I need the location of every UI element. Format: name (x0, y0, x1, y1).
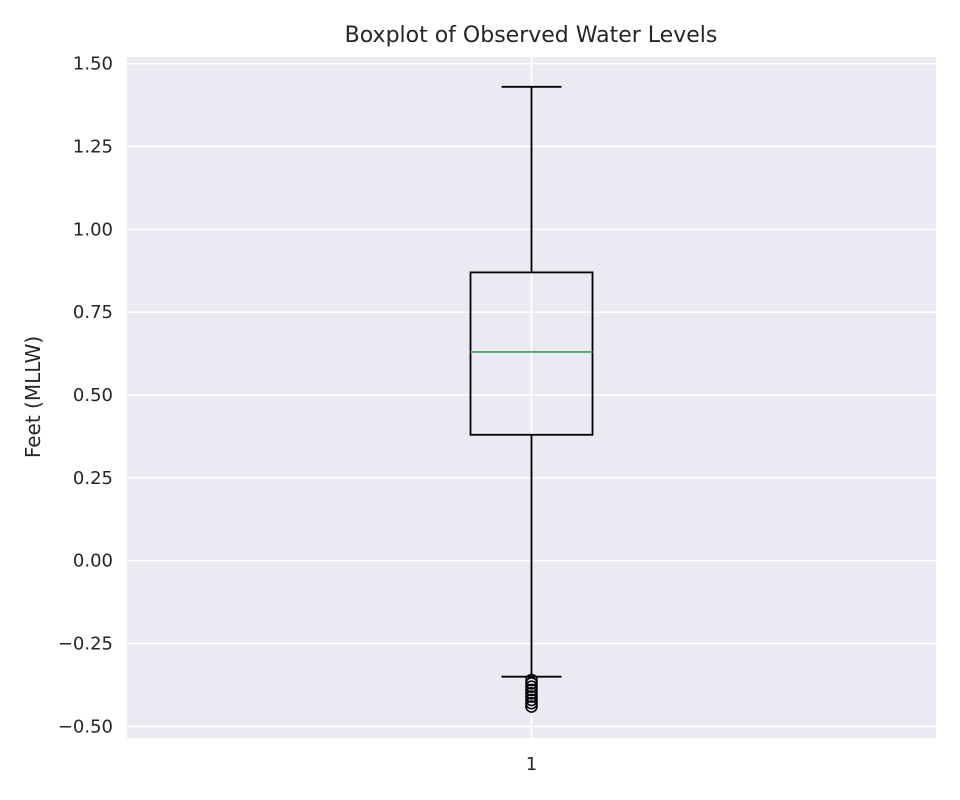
outlier-point (525, 700, 538, 713)
chart-title: Boxplot of Observed Water Levels (345, 23, 718, 48)
y-tick-label: 1.25 (73, 136, 113, 157)
y-axis-label: Feet (MLLW) (21, 336, 45, 458)
y-tick-label: −0.50 (58, 716, 113, 737)
box-group (469, 85, 594, 713)
x-tick-labels: 1 (526, 754, 537, 775)
x-tick-label: 1 (526, 754, 537, 775)
iqr-box (469, 271, 594, 436)
box-series (469, 85, 594, 713)
y-tick-labels: 1.50 1.25 1.00 0.75 0.50 0.25 0.00 −0.25 −0.50 (58, 54, 113, 738)
outlier-point (525, 683, 538, 697)
outlier-point (525, 673, 538, 687)
outlier-point (525, 693, 538, 707)
y-tick-label: 0.50 (73, 385, 113, 406)
y-tick-label: 1.00 (73, 219, 113, 240)
outlier-point (525, 696, 538, 710)
y-tick-label: 0.00 (73, 551, 113, 572)
outlier-point (525, 680, 538, 693)
y-tick-label: −0.25 (58, 634, 113, 655)
outlier-point (525, 690, 538, 703)
y-tick-label: 1.50 (73, 54, 113, 75)
y-tick-label: 0.75 (73, 302, 113, 323)
outlier-point (525, 686, 538, 700)
y-tick-label: 0.25 (73, 468, 113, 489)
outlier-point (525, 677, 538, 690)
